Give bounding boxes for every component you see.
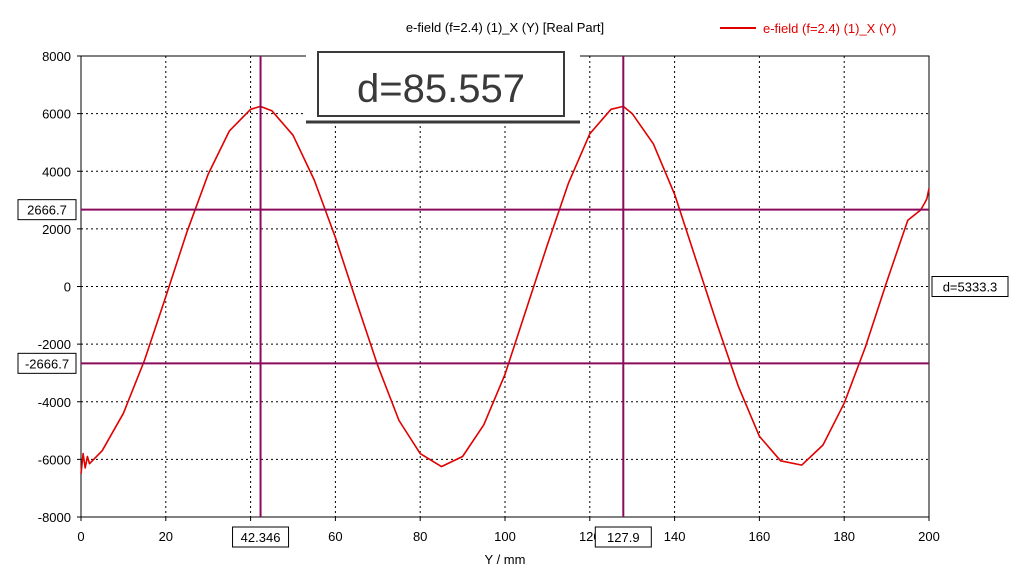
vertical-marker-label: 127.9 xyxy=(607,530,640,545)
horizontal-delta-box xyxy=(931,276,1009,297)
zoom-callout-text: d=85.557 xyxy=(357,67,525,111)
y-tick-label: 2000 xyxy=(42,222,71,237)
vertical-marker-label: 42.346 xyxy=(241,530,281,545)
y-tick-label: 8000 xyxy=(42,49,71,64)
horizontal-marker-label-box xyxy=(17,199,77,221)
y-tick-label: 6000 xyxy=(42,107,71,122)
y-tick-label: -4000 xyxy=(38,395,71,410)
y-tick-label: -6000 xyxy=(38,452,71,467)
marker-layer: 2666.7 -2666.7 42.346 127.9 d=5333.3 xyxy=(17,56,1009,548)
x-tick-label: 200 xyxy=(918,529,940,544)
series-line xyxy=(80,105,930,474)
vertical-marker-label-box xyxy=(594,526,652,548)
x-tick-label: 80 xyxy=(413,529,427,544)
legend-label: e-field (f=2.4) (1)_X (Y) xyxy=(763,21,896,36)
x-tick-label: 100 xyxy=(494,529,516,544)
chart-title: e-field (f=2.4) (1)_X (Y) [Real Part] xyxy=(406,20,604,35)
zoom-callout: d=85.557 xyxy=(306,36,580,124)
x-tick-label: 160 xyxy=(749,529,771,544)
x-tick-label: 60 xyxy=(328,529,342,544)
horizontal-marker-label-box xyxy=(17,352,77,374)
y-tick-label: -2000 xyxy=(38,337,71,352)
y-tick-label: -8000 xyxy=(38,510,71,525)
x-tick-label: 0 xyxy=(77,529,84,544)
zoom-callout-box xyxy=(317,51,565,117)
horizontal-marker-label: 2666.7 xyxy=(27,203,67,218)
legend: e-field (f=2.4) (1)_X (Y) xyxy=(720,21,896,36)
grid xyxy=(81,56,929,517)
x-tick-label: 140 xyxy=(664,529,686,544)
x-tick-label: 180 xyxy=(833,529,855,544)
horizontal-delta-label: d=5333.3 xyxy=(943,280,998,295)
x-tick-label: 20 xyxy=(159,529,173,544)
x-axis-label: Y / mm xyxy=(485,552,526,567)
vertical-marker-label-box xyxy=(232,526,290,548)
y-tick-label: 0 xyxy=(64,280,71,295)
horizontal-marker-label: -2666.7 xyxy=(25,356,69,371)
y-tick-label: 4000 xyxy=(42,164,71,179)
series-layer xyxy=(80,105,930,474)
